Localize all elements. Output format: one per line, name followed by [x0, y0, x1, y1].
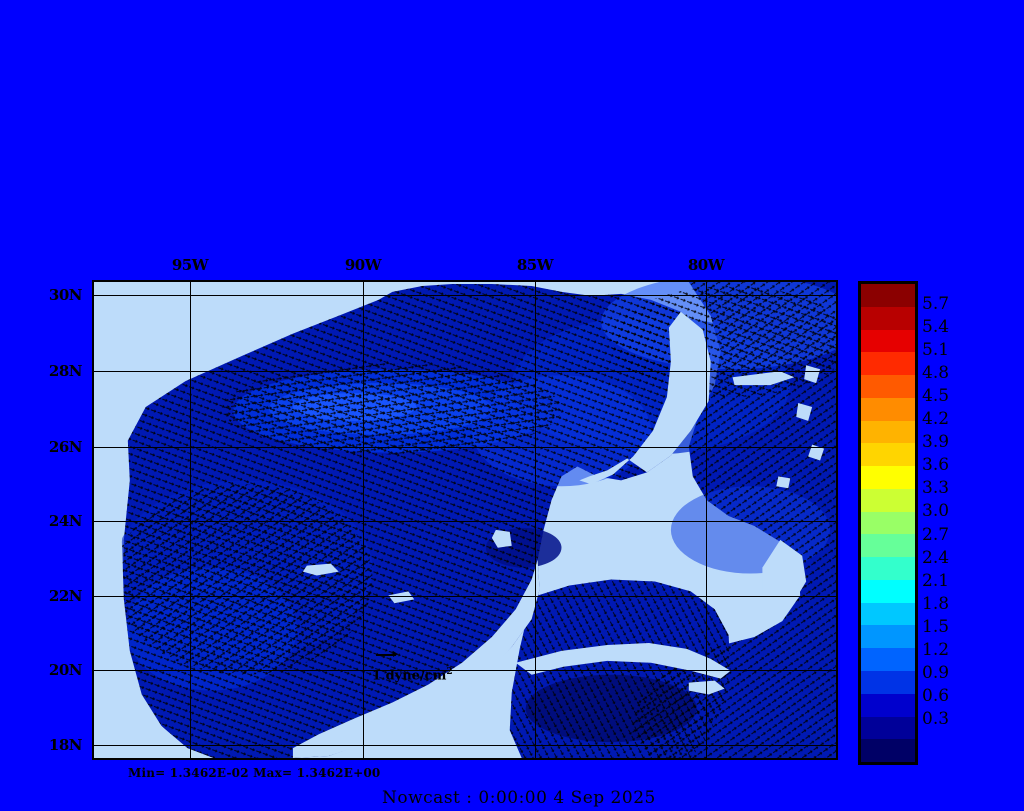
land-bahamas-2 [804, 365, 821, 384]
colorbar-band-2 [861, 329, 915, 353]
vector-scale-key: 1 dyne/cm2 [372, 650, 482, 683]
gridline-lat-30n [94, 295, 836, 296]
land-cuba [515, 642, 731, 679]
colorbar-band-4 [861, 375, 915, 398]
lat-tick-28n: 28N [48, 362, 83, 380]
land-bahamas-5 [808, 444, 825, 461]
colorbar-band-18 [861, 693, 915, 717]
land-gulf-islet-2 [388, 591, 415, 604]
colorbar-band-13 [861, 579, 915, 603]
lon-tick-85w: 85W [516, 256, 554, 274]
land-bahamas-3 [796, 402, 813, 421]
colorbar-tick-5.4: 5.4 [922, 317, 950, 338]
gridline-lat-28n [94, 371, 836, 372]
vector-scale-exponent: 2 [446, 667, 453, 677]
land-bahamas-4 [776, 476, 791, 489]
gridline-lon-80w [706, 282, 707, 758]
colorbar-tick-4.2: 4.2 [922, 409, 950, 430]
lat-tick-18n: 18N [48, 736, 83, 754]
right-arrow-icon [376, 650, 398, 660]
land-bahamas-1 [732, 371, 795, 386]
lat-tick-24n: 24N [48, 512, 83, 530]
vector-scale-label: 1 dyne/cm2 [372, 667, 482, 683]
colorbar-band-14 [861, 602, 915, 626]
gridline-lat-18n [94, 745, 836, 746]
colorbar-tick-1.2: 1.2 [922, 639, 950, 660]
colorbar-band-12 [861, 557, 915, 580]
gridline-lat-20n [94, 670, 836, 671]
minmax-annotation: Min= 1.3462E-02 Max= 1.3462E+00 [128, 766, 381, 780]
gridline-lon-85w [535, 282, 536, 758]
colorbar-tick-4.8: 4.8 [922, 363, 950, 384]
gridline-lat-26n [94, 447, 836, 448]
land-masses [94, 282, 825, 758]
colorbar-band-20 [861, 739, 915, 763]
colorbar-tick-5.7: 5.7 [922, 294, 950, 315]
lon-tick-90w: 90W [344, 256, 382, 274]
map-panel [92, 280, 838, 760]
colorbar-tick-2.4: 2.4 [922, 547, 950, 568]
land-campeche-islet [491, 529, 512, 548]
land-mexico-texas [94, 282, 393, 758]
colorbar-tick-5.1: 5.1 [922, 340, 950, 361]
colorbar-band-3 [861, 352, 915, 376]
lat-tick-20n: 20N [48, 661, 83, 679]
colorbar-tick-0.6: 0.6 [922, 685, 950, 706]
vector-field-overlay [113, 282, 836, 758]
colorbar-tick-2.7: 2.7 [922, 524, 950, 545]
gridline-lat-24n [94, 521, 836, 522]
colorbar-tick-2.1: 2.1 [922, 570, 950, 591]
gridline-lat-22n [94, 596, 836, 597]
land-florida [579, 311, 711, 485]
colorbar-tick-3.0: 3.0 [922, 501, 950, 522]
lat-tick-26n: 26N [48, 438, 83, 456]
colorbar-band-10 [861, 511, 915, 535]
land-gulf-islet-1 [302, 563, 339, 576]
ocean-field-layer [94, 282, 836, 758]
colorbar-band-11 [861, 534, 915, 558]
lon-tick-80w: 80W [687, 256, 725, 274]
colorbar [858, 281, 918, 765]
colorbar-tick-labels: 5.7 5.4 5.1 4.8 4.5 4.2 3.9 3.6 3.3 3.0 2.7 2.4 2.1 1… [922, 281, 992, 765]
colorbar-tick-0.3: 0.3 [922, 708, 950, 729]
colorbar-band-5 [861, 397, 915, 421]
colorbar-band-15 [861, 625, 915, 649]
colorbar-tick-3.9: 3.9 [922, 432, 950, 453]
colorbar-tick-1.8: 1.8 [922, 593, 950, 614]
colorbar-band-8 [861, 466, 915, 489]
gridline-lon-90w [363, 282, 364, 758]
ocean-field-svg [94, 282, 836, 758]
colorbar-band-19 [861, 716, 915, 740]
colorbar-band-9 [861, 488, 915, 512]
colorbar-band-0 [861, 284, 915, 307]
gridline-lon-95w [190, 282, 191, 758]
colorbar-tick-4.5: 4.5 [922, 386, 950, 407]
nowcast-timestamp: Nowcast : 0:00:00 4 Sep 2025 [382, 788, 656, 808]
colorbar-tick-3.6: 3.6 [922, 455, 950, 476]
lat-tick-22n: 22N [48, 587, 83, 605]
colorbar-tick-3.3: 3.3 [922, 478, 950, 499]
colorbar-tick-0.9: 0.9 [922, 662, 950, 683]
colorbar-band-1 [861, 306, 915, 330]
vector-scale-label-text: 1 dyne/cm [372, 668, 447, 684]
land-hispaniola [762, 539, 807, 610]
lon-tick-95w: 95W [171, 256, 209, 274]
colorbar-band-16 [861, 648, 915, 672]
lat-tick-30n: 30N [48, 286, 83, 304]
colorbar-band-6 [861, 420, 915, 444]
colorbar-band-7 [861, 443, 915, 467]
colorbar-tick-1.5: 1.5 [922, 616, 950, 637]
land-yucatan [292, 559, 540, 758]
colorbar-band-17 [861, 671, 915, 694]
